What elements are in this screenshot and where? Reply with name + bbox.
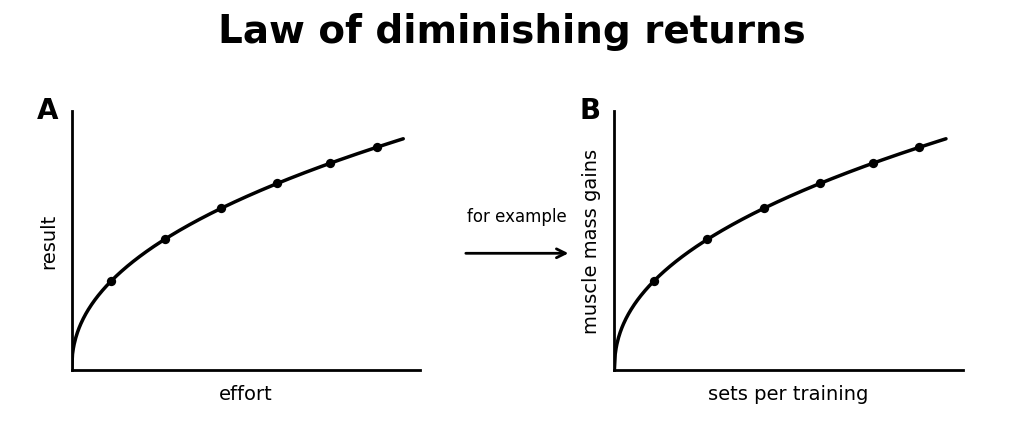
Point bbox=[269, 181, 286, 187]
Point bbox=[812, 181, 828, 187]
Y-axis label: muscle mass gains: muscle mass gains bbox=[582, 148, 600, 333]
Y-axis label: result: result bbox=[39, 213, 57, 268]
Point bbox=[865, 160, 882, 167]
Point bbox=[323, 160, 339, 167]
Point bbox=[756, 206, 772, 212]
Point bbox=[369, 144, 385, 151]
X-axis label: effort: effort bbox=[219, 384, 272, 402]
Text: A: A bbox=[37, 96, 58, 124]
Text: B: B bbox=[580, 96, 601, 124]
X-axis label: sets per training: sets per training bbox=[709, 384, 868, 402]
Point bbox=[213, 206, 229, 212]
Point bbox=[911, 144, 928, 151]
Text: Law of diminishing returns: Law of diminishing returns bbox=[218, 13, 806, 51]
Point bbox=[157, 237, 173, 243]
Text: for example: for example bbox=[467, 208, 567, 226]
Point bbox=[646, 278, 663, 285]
Point bbox=[699, 237, 716, 243]
Point bbox=[103, 278, 120, 285]
